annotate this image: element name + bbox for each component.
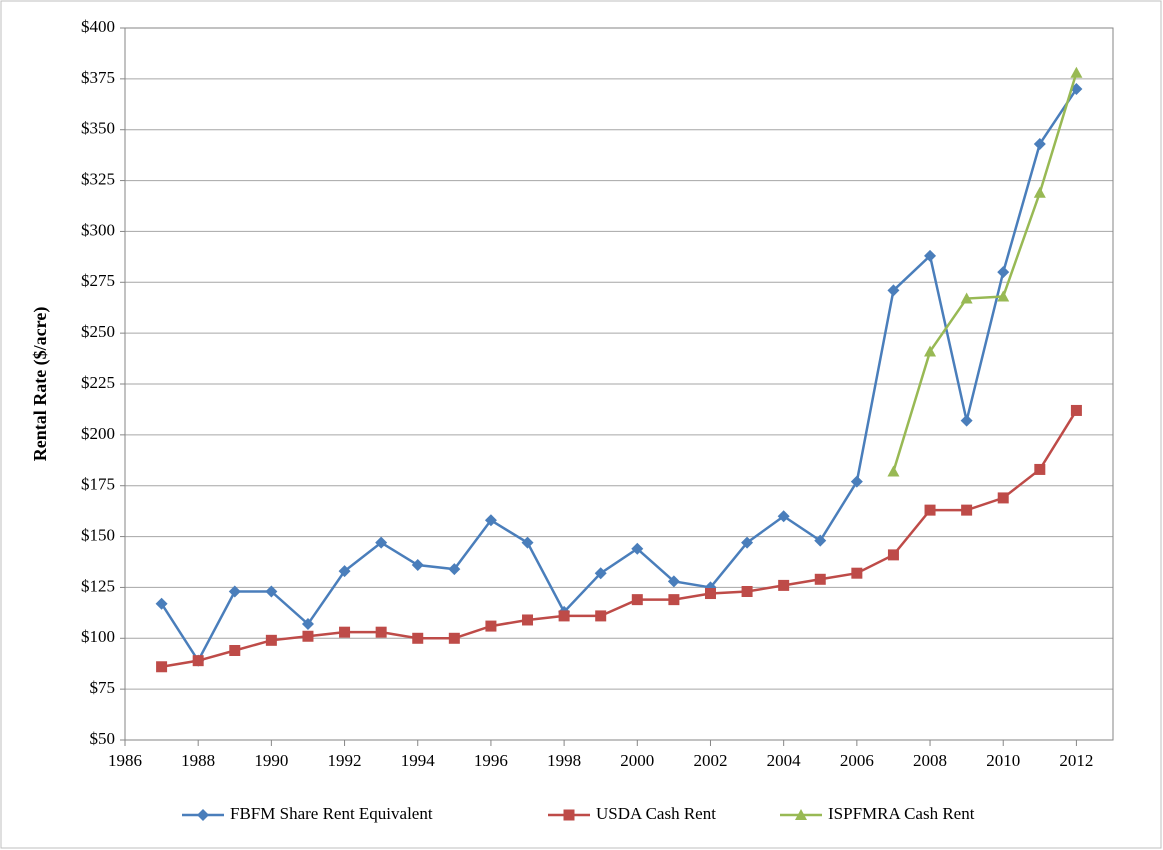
y-tick-label: $50 [90,729,116,748]
marker [155,597,168,610]
marker [924,345,937,357]
marker [484,514,497,527]
marker [558,610,570,622]
y-tick-label: $400 [81,17,115,36]
x-tick-label: 1996 [474,751,508,770]
x-tick-label: 2006 [840,751,874,770]
marker [960,292,973,304]
x-tick-label: 1990 [254,751,288,770]
y-tick-label: $275 [81,271,115,290]
marker [448,563,461,576]
marker [375,536,388,549]
marker [156,661,168,673]
marker [997,266,1010,279]
marker [1033,137,1046,150]
x-tick-label: 2008 [913,751,947,770]
marker [997,290,1010,302]
y-axis-label: Rental Rate ($/acre) [30,307,51,462]
marker [521,536,534,549]
marker [229,644,241,656]
y-tick-label: $250 [81,322,115,341]
marker [741,536,754,549]
marker [667,575,680,588]
marker [887,549,899,561]
x-tick-label: 1988 [181,751,215,770]
marker [1070,66,1083,78]
series-line [892,72,1078,472]
marker [887,465,900,477]
marker [594,567,607,580]
marker [924,249,937,262]
y-tick-label: $75 [90,678,116,697]
marker [228,585,241,598]
y-tick-label: $200 [81,424,115,443]
marker [338,565,351,578]
x-tick-label: 2004 [767,751,802,770]
y-tick-label: $150 [81,525,115,544]
marker [522,614,534,626]
legend-label: USDA Cash Rent [596,804,716,823]
marker [192,655,204,667]
marker [265,634,277,646]
plot-border [124,27,1114,741]
marker [778,579,790,591]
x-tick-label: 1992 [328,751,362,770]
marker [924,504,936,516]
legend-marker [563,809,575,821]
y-tick-label: $375 [81,68,115,87]
series-line [161,409,1078,668]
marker [595,610,607,622]
y-tick-label: $350 [81,119,115,138]
marker [302,630,314,642]
marker [997,492,1009,504]
marker [960,414,973,427]
marker [777,510,790,523]
marker [412,632,424,644]
legend-label: FBFM Share Rent Equivalent [230,804,433,823]
series-line [160,88,1078,664]
legend-marker [795,809,807,820]
legend-marker [197,809,209,821]
marker [448,632,460,644]
marker [631,594,643,606]
marker [851,567,863,579]
marker [1070,404,1082,416]
y-tick-label: $300 [81,220,115,239]
marker [704,588,716,600]
marker [265,585,278,598]
marker [411,559,424,572]
marker [668,594,680,606]
x-tick-label: 2010 [986,751,1020,770]
marker [1033,186,1046,198]
marker [631,542,644,555]
x-tick-label: 1994 [401,751,436,770]
y-tick-label: $125 [81,576,115,595]
x-tick-label: 2002 [693,751,727,770]
marker [301,618,314,631]
marker [887,284,900,297]
x-tick-label: 1998 [547,751,581,770]
legend-label: ISPFMRA Cash Rent [828,804,975,823]
x-tick-label: 2012 [1059,751,1093,770]
y-tick-label: $325 [81,169,115,188]
y-tick-label: $175 [81,475,115,494]
x-tick-label: 1986 [108,751,142,770]
marker [850,475,863,488]
y-tick-label: $100 [81,627,115,646]
marker [485,620,497,632]
marker [1034,463,1046,475]
y-tick-label: $225 [81,373,115,392]
marker [339,626,351,638]
x-tick-label: 2000 [620,751,654,770]
marker [814,573,826,585]
marker [375,626,387,638]
marker [741,585,753,597]
marker [961,504,973,516]
marker [814,534,827,547]
